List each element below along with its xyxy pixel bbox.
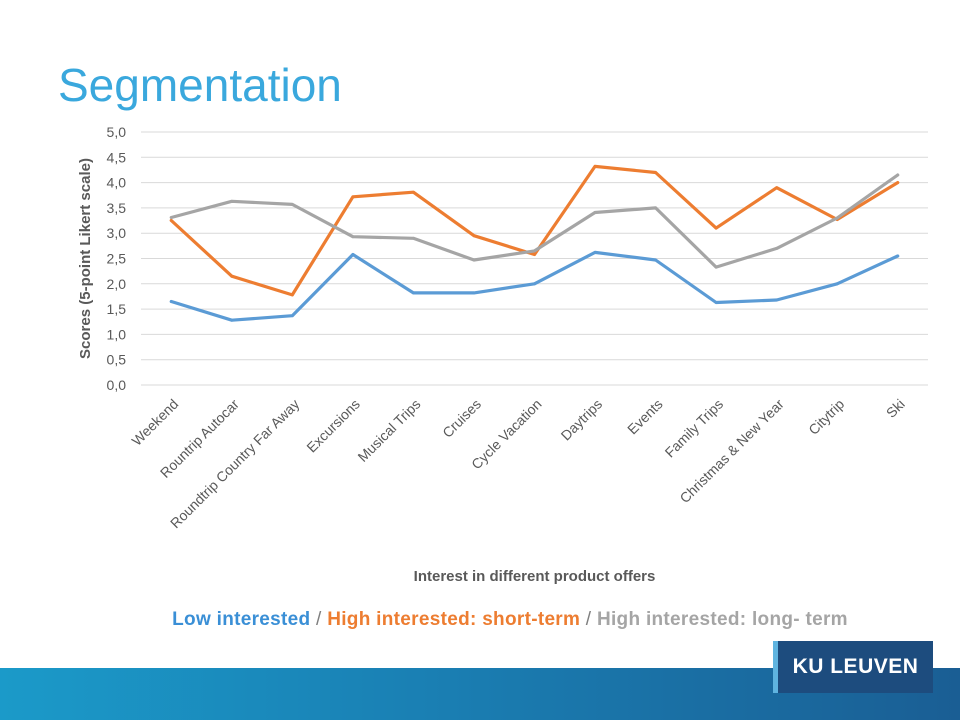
y-tick-label: 5,0 xyxy=(107,124,127,140)
data-point xyxy=(533,282,536,286)
legend-separator: / xyxy=(580,609,597,630)
data-point xyxy=(169,219,173,222)
y-tick-label: 0,0 xyxy=(107,377,127,393)
data-point xyxy=(472,234,476,238)
data-point xyxy=(835,282,839,286)
ku-leuven-logo: KU LEUVEN xyxy=(773,641,933,693)
data-point xyxy=(351,253,355,256)
y-tick-label: 0,5 xyxy=(107,352,127,368)
data-point xyxy=(896,181,900,185)
data-point xyxy=(412,190,415,194)
data-point xyxy=(290,314,294,318)
data-point xyxy=(533,253,536,256)
data-point xyxy=(290,293,294,297)
data-point xyxy=(593,211,597,214)
x-tick-label: Events xyxy=(624,396,666,438)
x-tick-label: Weekend xyxy=(128,396,181,449)
x-tick-label: Roundtrip Country Far Away xyxy=(167,396,302,531)
data-point xyxy=(775,298,779,302)
data-point xyxy=(230,318,234,322)
data-point xyxy=(472,291,476,295)
y-tick-label: 4,5 xyxy=(107,149,127,165)
series-line-1 xyxy=(169,250,900,322)
data-point xyxy=(412,236,415,240)
data-point xyxy=(896,173,900,177)
x-tick-label: Christmas & New Year xyxy=(676,396,787,507)
data-point xyxy=(835,216,839,220)
data-point xyxy=(654,206,657,210)
y-axis-label: Scores (5-point Likert scale) xyxy=(77,158,94,359)
data-point xyxy=(533,249,536,253)
legend-low: Low interested xyxy=(172,609,311,630)
x-tick-label: Cruises xyxy=(439,396,484,441)
data-point xyxy=(593,251,597,254)
data-point xyxy=(472,258,476,262)
x-tick-label: Citytrip xyxy=(805,396,847,438)
data-point xyxy=(593,165,597,168)
data-point xyxy=(230,274,234,278)
data-point xyxy=(775,186,779,190)
y-tick-label: 3,5 xyxy=(107,200,127,216)
x-tick-label: Daytrips xyxy=(558,396,606,444)
y-tick-label: 4,0 xyxy=(107,175,127,191)
data-point xyxy=(654,258,657,262)
data-point xyxy=(775,246,779,250)
x-tick-label: Family Trips xyxy=(662,396,727,461)
y-tick-label: 1,0 xyxy=(107,326,127,342)
data-point xyxy=(412,291,415,295)
series-line-2 xyxy=(169,164,900,297)
data-point xyxy=(169,216,173,219)
legend-long-term: High interested: long- term xyxy=(596,609,848,630)
legend-short-term: High interested: short-term xyxy=(327,609,581,630)
line-chart: 0,0 0,5 1,0 1,5 2,0 2,5 3,0 3,5 4,0 4,5 5,0 Scores … xyxy=(77,124,928,585)
series-legend: Low interested / High interested: short-… xyxy=(0,609,960,631)
data-point xyxy=(169,300,173,303)
data-point xyxy=(896,254,900,258)
data-point xyxy=(230,199,234,203)
y-tick-label: 1,5 xyxy=(107,301,127,317)
data-point xyxy=(714,226,718,230)
y-tick-label: 2,5 xyxy=(107,251,127,267)
data-point xyxy=(714,265,718,269)
x-tick-label: Excursions xyxy=(303,396,363,456)
x-tick-label: Ski xyxy=(883,396,908,421)
y-tick-label: 3,0 xyxy=(107,225,127,241)
data-point xyxy=(714,301,718,304)
x-tick-label: Musical Trips xyxy=(354,396,423,465)
y-tick-label: 2,0 xyxy=(107,276,127,292)
x-axis-label: Interest in different product offers xyxy=(414,568,656,585)
legend-separator: / xyxy=(310,609,328,630)
slide-title: Segmentation xyxy=(58,59,342,111)
data-point xyxy=(654,171,657,174)
data-point xyxy=(351,235,355,239)
data-point xyxy=(351,195,355,199)
data-point xyxy=(290,202,294,206)
